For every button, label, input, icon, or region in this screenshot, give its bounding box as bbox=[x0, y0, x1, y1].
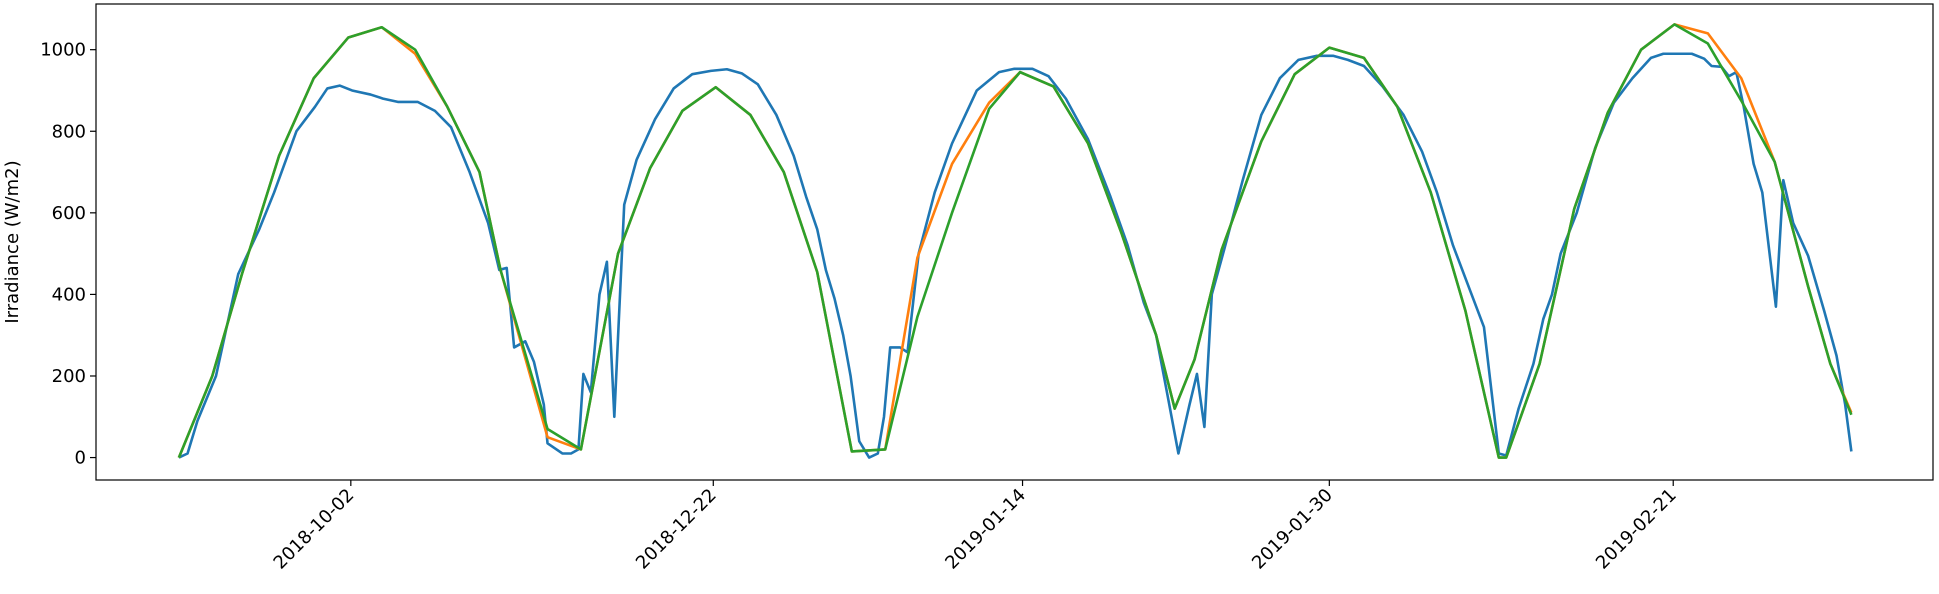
series-line bbox=[177, 23, 1853, 459]
x-tick-label: 2019-02-21 bbox=[1592, 485, 1681, 574]
x-tick-label: 2018-10-02 bbox=[270, 485, 359, 574]
x-tick-label: 2019-01-14 bbox=[941, 485, 1030, 574]
y-tick-label: 800 bbox=[52, 121, 86, 142]
y-tick-label: 1000 bbox=[40, 40, 86, 61]
y-tick-label: 600 bbox=[52, 203, 86, 224]
y-tick-label: 200 bbox=[52, 366, 86, 387]
y-axis-label: Irradiance (W/m2) bbox=[2, 160, 23, 323]
y-tick-label: 0 bbox=[75, 448, 86, 469]
y-tick-label: 400 bbox=[52, 284, 86, 305]
x-tick-label: 2018-12-22 bbox=[632, 485, 721, 574]
x-tick-label: 2019-01-30 bbox=[1248, 485, 1337, 574]
plot-frame bbox=[95, 3, 1934, 481]
series-line bbox=[178, 52, 1853, 459]
series-line bbox=[177, 23, 1853, 459]
